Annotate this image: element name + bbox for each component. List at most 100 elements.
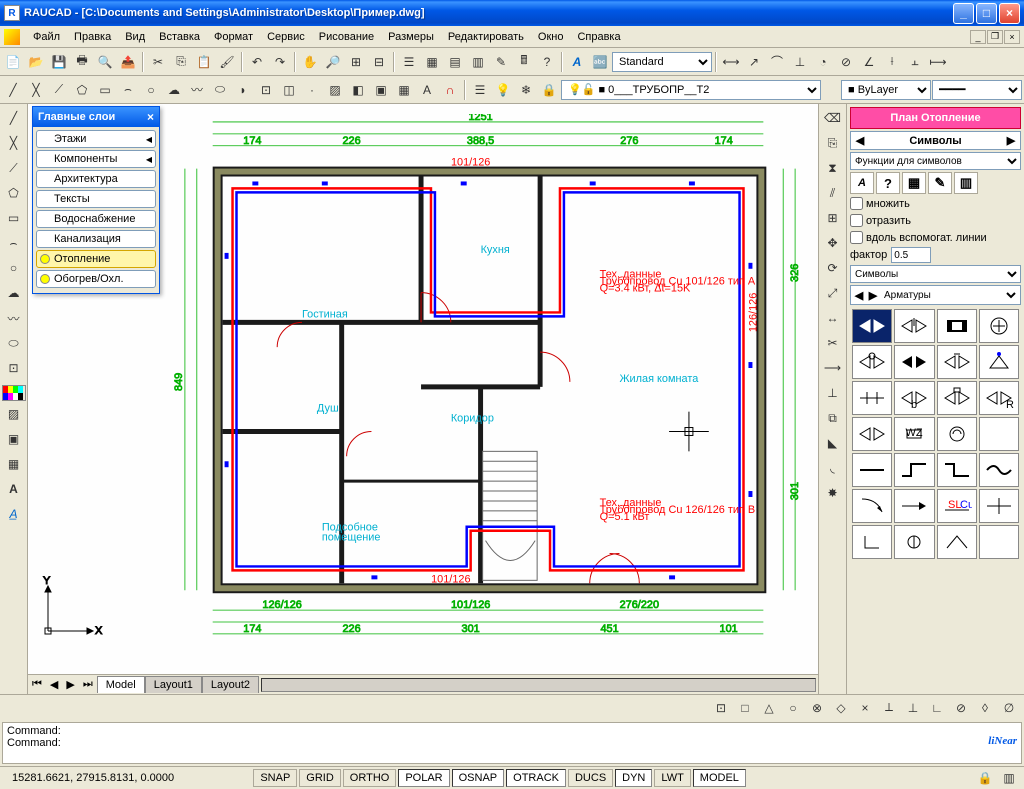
chk-multiply[interactable]: множить	[850, 196, 1021, 211]
menu-edit[interactable]: Правка	[67, 29, 118, 45]
layer-lock-icon[interactable]: 🔒	[538, 79, 560, 101]
sym-valve-12[interactable]: Rp	[979, 381, 1019, 415]
menu-dimensions[interactable]: Размеры	[381, 29, 441, 45]
symbols-prev-icon[interactable]: ◀	[853, 134, 867, 147]
sym-pipe-2[interactable]	[894, 453, 934, 487]
help-icon[interactable]: ?	[536, 51, 558, 73]
armature-dropdown[interactable]: Арматуры	[880, 287, 1019, 303]
dim-diameter-icon[interactable]: ⊘	[835, 51, 857, 73]
tab-first-icon[interactable]: ⏮	[28, 678, 46, 691]
pan-icon[interactable]: ✋	[299, 51, 321, 73]
symbols-next-icon[interactable]: ▶	[1004, 134, 1018, 147]
publish-icon[interactable]: 📤	[117, 51, 139, 73]
text-a-icon[interactable]: A	[566, 51, 588, 73]
sym-valve-3[interactable]	[937, 309, 977, 343]
factor-input[interactable]	[891, 247, 931, 263]
hscrollbar[interactable]	[261, 678, 816, 692]
mdi-close[interactable]: ×	[1004, 30, 1020, 44]
sym-valve-15[interactable]	[937, 417, 977, 451]
dim-angular-icon[interactable]: ∠	[858, 51, 880, 73]
tab-layout1[interactable]: Layout1	[145, 676, 202, 693]
array-icon[interactable]: ⊞	[821, 206, 845, 230]
join-icon[interactable]: ⧉	[821, 406, 845, 430]
dim-linear-icon[interactable]: ⟷	[720, 51, 742, 73]
sym-misc-1[interactable]	[852, 525, 892, 559]
sym-label-1[interactable]: SLCu	[937, 489, 977, 523]
ellipse-arc-icon[interactable]: ◗	[232, 79, 254, 101]
xline-icon[interactable]: ╳	[25, 79, 47, 101]
fn-help-icon[interactable]: ?	[876, 172, 900, 194]
color-combo[interactable]: ■ ByLayer	[841, 80, 931, 100]
snap-tan-icon[interactable]: ⊘	[950, 697, 972, 719]
sym-valve-14[interactable]: WZ	[894, 417, 934, 451]
dim-quick-icon[interactable]: ⟊	[881, 51, 903, 73]
menu-help[interactable]: Справка	[570, 29, 627, 45]
snap-near-icon[interactable]: ◊	[974, 697, 996, 719]
undo-icon[interactable]: ↶	[246, 51, 268, 73]
arc-icon[interactable]: ⌢	[117, 79, 139, 101]
dim-arc-icon[interactable]: ⌒	[766, 51, 788, 73]
spline-tool-icon[interactable]: 〰	[2, 306, 26, 330]
snap-ext-icon[interactable]: ⟂	[878, 697, 900, 719]
sym-valve-11[interactable]	[937, 381, 977, 415]
layer-bulb-icon[interactable]: 💡	[492, 79, 514, 101]
stretch-icon[interactable]: ↔	[821, 306, 845, 330]
chk-aux-lines[interactable]: вдоль вспомогат. линии	[850, 230, 1021, 245]
sym-valve-2[interactable]	[894, 309, 934, 343]
erase-icon[interactable]: ⌫	[821, 106, 845, 130]
menu-service[interactable]: Сервис	[260, 29, 312, 45]
sym-misc-4[interactable]	[979, 525, 1019, 559]
sym-arrow-2[interactable]	[894, 489, 934, 523]
design-center-icon[interactable]: ▦	[421, 51, 443, 73]
drawing-canvas[interactable]: Главные слои × Этажи◀ Компоненты◀ Архите…	[28, 104, 818, 674]
snap-perp-icon[interactable]: ∟	[926, 697, 948, 719]
paste-icon[interactable]: 📋	[193, 51, 215, 73]
style-combo[interactable]: Standard	[612, 52, 712, 72]
zoom-rt-icon[interactable]: 🔎	[322, 51, 344, 73]
fn-text-icon[interactable]: A	[850, 172, 874, 194]
break-icon[interactable]: ⊥	[821, 381, 845, 405]
line-tool-icon[interactable]: ╱	[2, 106, 26, 130]
zoom-win-icon[interactable]: ⊞	[345, 51, 367, 73]
mtext-icon[interactable]: A	[416, 79, 438, 101]
menu-insert[interactable]: Вставка	[152, 29, 207, 45]
armature-prev-icon[interactable]: ◀	[852, 289, 866, 302]
dim-aligned-icon[interactable]: ↗	[743, 51, 765, 73]
zoom-prev-icon[interactable]: ⊟	[368, 51, 390, 73]
fn-layers-icon[interactable]: ▥	[954, 172, 978, 194]
properties-icon[interactable]: ☰	[398, 51, 420, 73]
chk-mirror[interactable]: отразить	[850, 213, 1021, 228]
revcloud-icon[interactable]: ☁	[163, 79, 185, 101]
plan-heating-button[interactable]: План Отопление	[850, 107, 1021, 129]
offset-icon[interactable]: ⫽	[821, 181, 845, 205]
sym-valve-16[interactable]	[979, 417, 1019, 451]
move-icon[interactable]: ✥	[821, 231, 845, 255]
maximize-button[interactable]: □	[976, 3, 997, 24]
insert-tool-icon[interactable]: ⊡	[2, 356, 26, 380]
tab-layout2[interactable]: Layout2	[202, 676, 259, 693]
snap-mode-icon[interactable]: ⊡	[710, 697, 732, 719]
sym-valve-4[interactable]	[979, 309, 1019, 343]
sym-valve-1[interactable]	[852, 309, 892, 343]
sym-pipe-1[interactable]	[852, 453, 892, 487]
snap-quad-icon[interactable]: ◇	[830, 697, 852, 719]
menu-draw[interactable]: Рисование	[312, 29, 381, 45]
status-lock-icon[interactable]: 🔒	[974, 767, 996, 789]
explode-icon[interactable]: ✸	[821, 481, 845, 505]
layer-texts[interactable]: Тексты	[36, 190, 156, 208]
match-icon[interactable]: 🖌	[216, 51, 238, 73]
sym-valve-9[interactable]	[852, 381, 892, 415]
rotate-icon[interactable]: ⟳	[821, 256, 845, 280]
point-icon[interactable]: ·	[301, 79, 323, 101]
text-style-icon[interactable]: 🔤	[589, 51, 611, 73]
redo-icon[interactable]: ↷	[269, 51, 291, 73]
layer-sewage[interactable]: Канализация	[36, 230, 156, 248]
snap-end-icon[interactable]: □	[734, 697, 756, 719]
menu-window[interactable]: Окно	[531, 29, 571, 45]
layer-hvac[interactable]: Обогрев/Охл.	[36, 270, 156, 288]
status-dyn[interactable]: DYN	[615, 769, 652, 787]
menu-modify[interactable]: Редактировать	[441, 29, 531, 45]
snap-int-icon[interactable]: ×	[854, 697, 876, 719]
sym-valve-5[interactable]	[852, 345, 892, 379]
polyline-tool-icon[interactable]: ⟋	[2, 156, 26, 180]
